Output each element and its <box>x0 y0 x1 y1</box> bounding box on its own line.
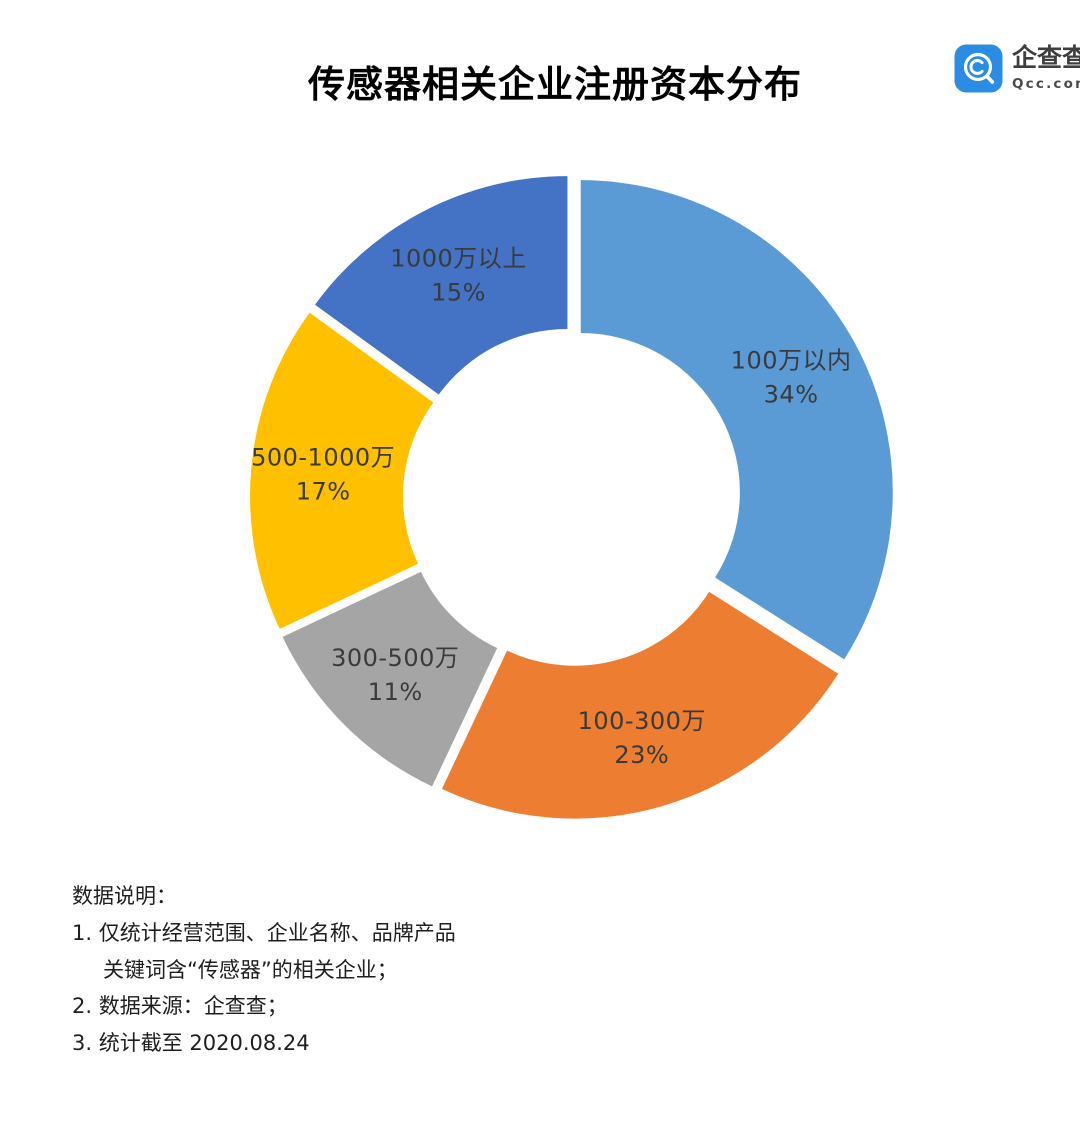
notes: 数据说明： 1. 仅统计经营范围、企业名称、品牌产品关键词含“传感器”的相关企业；… <box>72 878 456 1062</box>
brand-domain: Qcc.com <box>1012 75 1080 92</box>
qcc-logo-text: 企查查 Qcc.com <box>1012 43 1080 92</box>
brand-name: 企查查 <box>1012 43 1080 73</box>
pie-slice-2 <box>282 571 498 787</box>
qcc-logo: 企查查 Qcc.com <box>954 44 1080 93</box>
slice-label: 100-300万 23% <box>578 707 706 769</box>
donut-chart: 100万以内 34% 100-300万 23% 300-500万 11% 500-1000万… <box>250 176 893 819</box>
note-line: 1. 仅统计经营范围、企业名称、品牌产品 <box>72 920 456 945</box>
slice-label: 500-1000万 17% <box>251 443 395 505</box>
slice-label: 1000万以上 15% <box>390 244 527 306</box>
slice-label: 100万以内 34% <box>731 347 852 409</box>
pie-slice-1 <box>441 591 839 819</box>
note-line: 2. 数据来源：企查查； <box>72 994 288 1019</box>
pie-slice-0 <box>580 180 893 660</box>
note-line: 关键词含“传感器”的相关企业； <box>103 957 398 982</box>
note-line: 数据说明： <box>72 884 177 908</box>
pie-slice-3 <box>250 312 434 629</box>
pie-slice-4 <box>315 176 568 395</box>
note-line: 3. 统计截至 2020.08.24 <box>72 1031 310 1056</box>
slice-label: 300-500万 11% <box>331 644 459 706</box>
qcc-logo-icon <box>954 44 1003 93</box>
page-title: 传感器相关企业注册资本分布 <box>308 63 802 106</box>
